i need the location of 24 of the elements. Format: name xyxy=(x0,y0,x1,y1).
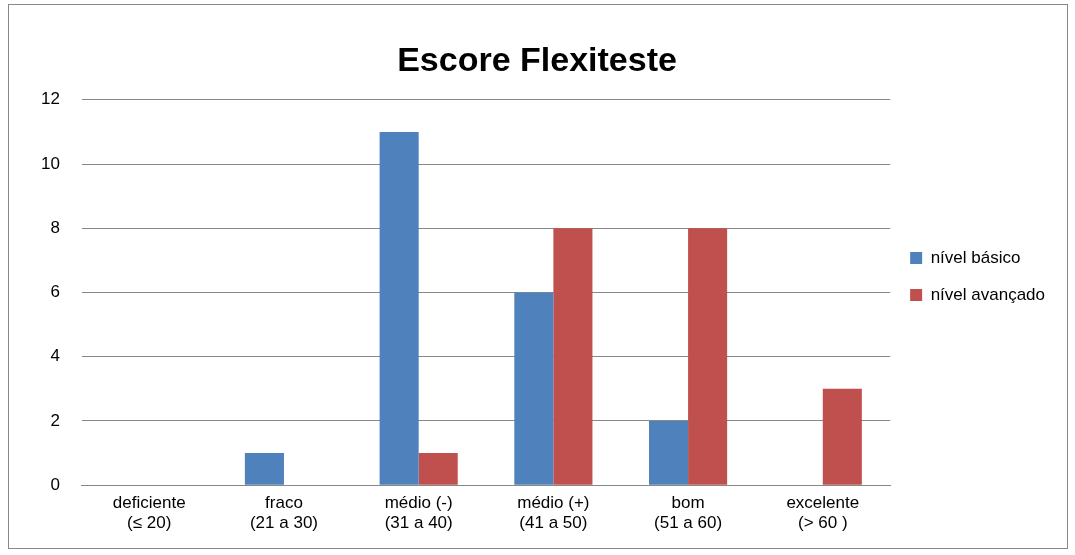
x-tick-label: bom (51 a 60) xyxy=(654,493,723,533)
bar xyxy=(379,131,419,485)
bar xyxy=(244,453,284,485)
legend-label: nível avançado xyxy=(930,284,1046,304)
y-tick-label: 10 xyxy=(40,153,60,173)
bar xyxy=(688,228,728,485)
x-tick-label: deficiente (≤ 20) xyxy=(112,493,186,533)
bar xyxy=(822,388,862,485)
x-tick-label: médio (+) (41 a 50) xyxy=(517,493,590,533)
bar xyxy=(514,292,554,485)
y-tick-label: 4 xyxy=(50,346,60,366)
y-tick-label: 8 xyxy=(50,217,60,237)
bar xyxy=(649,420,689,485)
x-tick-label: fraco (21 a 30) xyxy=(249,493,318,533)
y-tick-label: 0 xyxy=(50,474,60,494)
chart-title: Escore Flexiteste xyxy=(397,39,677,78)
y-tick-label: 2 xyxy=(50,410,60,430)
bar xyxy=(553,228,593,485)
x-tick-label: médio (-) (31 a 40) xyxy=(384,493,453,533)
x-tick-label: excelente (> 60 ) xyxy=(786,493,860,533)
bar xyxy=(418,453,458,485)
legend-label: nível básico xyxy=(930,247,1021,267)
y-tick-label: 6 xyxy=(50,282,60,302)
y-tick-label: 12 xyxy=(40,89,60,109)
